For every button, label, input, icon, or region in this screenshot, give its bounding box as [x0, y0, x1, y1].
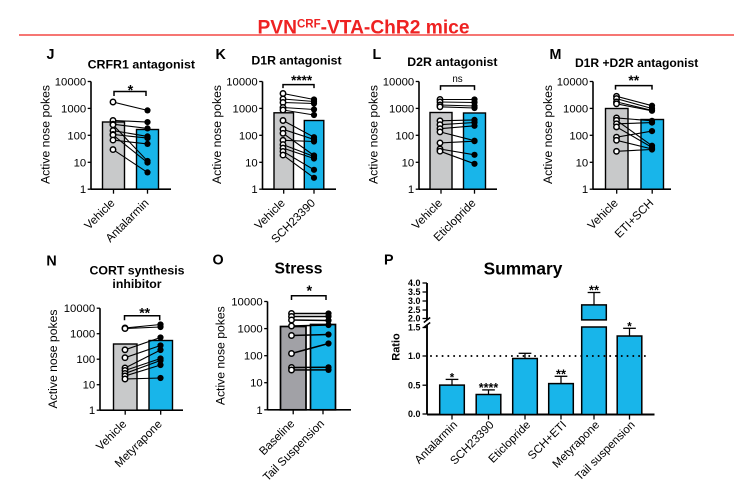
- svg-text:inhibitor: inhibitor: [112, 277, 161, 291]
- svg-text:1000: 1000: [233, 103, 258, 115]
- svg-text:1000: 1000: [70, 329, 95, 341]
- svg-text:P: P: [384, 252, 394, 268]
- svg-text:1.5: 1.5: [408, 323, 420, 333]
- svg-text:100: 100: [67, 130, 86, 142]
- svg-text:*: *: [128, 83, 134, 99]
- svg-text:1: 1: [408, 184, 414, 196]
- svg-text:Active nose pokes: Active nose pokes: [541, 85, 555, 184]
- svg-text:100: 100: [76, 354, 95, 366]
- svg-text:1: 1: [89, 405, 95, 417]
- svg-text:10000: 10000: [226, 77, 257, 89]
- svg-text:D1R +D2R antagonist: D1R +D2R antagonist: [575, 56, 698, 70]
- svg-text:**: **: [628, 72, 639, 88]
- svg-text:10: 10: [576, 157, 589, 169]
- svg-text:**: **: [139, 304, 150, 320]
- svg-text:*: *: [306, 284, 312, 300]
- svg-text:M: M: [550, 47, 562, 63]
- svg-text:D2R antagonist: D2R antagonist: [407, 55, 497, 69]
- svg-text:N: N: [46, 253, 56, 269]
- svg-text:L: L: [373, 47, 382, 63]
- svg-text:1000: 1000: [238, 324, 263, 336]
- svg-text:Active nose pokes: Active nose pokes: [46, 310, 60, 409]
- svg-text:10: 10: [74, 157, 87, 169]
- svg-text:1: 1: [256, 405, 262, 417]
- svg-text:Active nose pokes: Active nose pokes: [38, 85, 52, 184]
- svg-text:0.5: 0.5: [408, 380, 420, 390]
- svg-text:10000: 10000: [231, 297, 262, 309]
- svg-text:10000: 10000: [55, 77, 86, 89]
- svg-text:Active nose pokes: Active nose pokes: [214, 306, 228, 405]
- svg-text:10: 10: [402, 157, 415, 169]
- svg-text:Ratio: Ratio: [391, 333, 403, 361]
- svg-text:100: 100: [569, 130, 588, 142]
- svg-text:Summary: Summary: [484, 258, 563, 278]
- svg-text:Stress: Stress: [275, 261, 323, 278]
- svg-text:10000: 10000: [557, 77, 588, 89]
- svg-text:*: *: [450, 373, 455, 385]
- svg-text:10000: 10000: [64, 303, 95, 315]
- svg-text:Active nose pokes: Active nose pokes: [210, 85, 224, 184]
- svg-text:K: K: [216, 47, 227, 63]
- svg-text:1: 1: [80, 184, 86, 196]
- svg-text:10: 10: [250, 378, 263, 390]
- svg-text:1000: 1000: [389, 103, 414, 115]
- svg-text:CRFR1 antagonist: CRFR1 antagonist: [88, 58, 195, 72]
- svg-text:1: 1: [251, 184, 257, 196]
- svg-text:2.5: 2.5: [408, 305, 420, 315]
- svg-text:10: 10: [245, 157, 258, 169]
- svg-text:100: 100: [244, 351, 263, 363]
- svg-text:100: 100: [395, 130, 414, 142]
- svg-text:10000: 10000: [383, 77, 414, 89]
- svg-text:O: O: [213, 252, 224, 268]
- svg-text:**: **: [556, 366, 566, 381]
- svg-text:J: J: [47, 47, 55, 63]
- svg-text:1.0: 1.0: [408, 351, 420, 361]
- svg-text:3.5: 3.5: [408, 287, 420, 297]
- svg-text:ns: ns: [452, 74, 462, 85]
- svg-text:*: *: [627, 322, 632, 334]
- svg-text:CORT synthesis: CORT synthesis: [90, 263, 185, 277]
- svg-text:**: **: [589, 283, 599, 298]
- svg-text:10: 10: [83, 380, 96, 392]
- svg-text:100: 100: [239, 130, 258, 142]
- svg-text:4.0: 4.0: [408, 278, 420, 288]
- svg-text:2.0: 2.0: [408, 314, 420, 324]
- svg-text:3.0: 3.0: [408, 296, 420, 306]
- svg-text:1000: 1000: [563, 103, 588, 115]
- svg-text:Active nose pokes: Active nose pokes: [366, 85, 380, 184]
- svg-text:1: 1: [582, 184, 588, 196]
- svg-text:D1R antagonist: D1R antagonist: [251, 54, 341, 68]
- svg-text:****: ****: [479, 381, 499, 395]
- svg-text:0.0: 0.0: [408, 409, 420, 419]
- svg-text:****: ****: [291, 73, 313, 88]
- svg-text:1000: 1000: [61, 103, 86, 115]
